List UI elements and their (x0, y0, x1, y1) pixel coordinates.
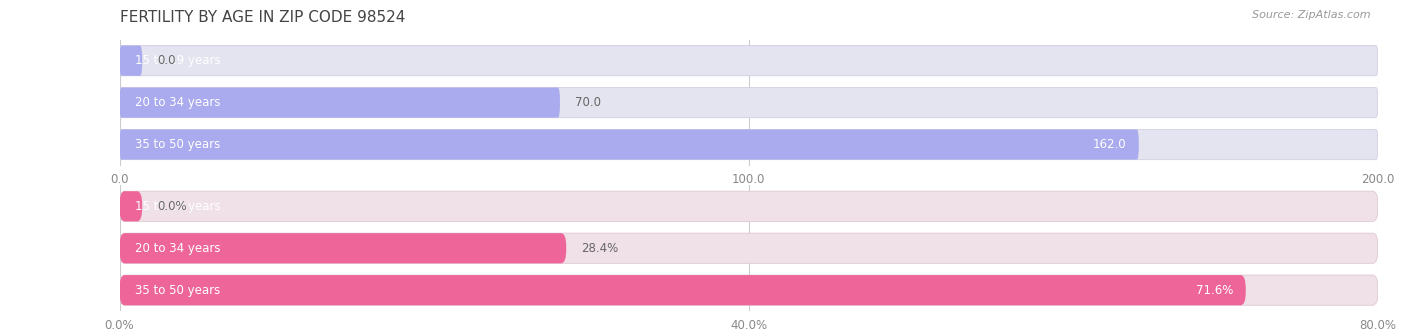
FancyBboxPatch shape (120, 275, 1246, 305)
FancyBboxPatch shape (120, 191, 142, 221)
Text: 0.0: 0.0 (157, 54, 176, 67)
FancyBboxPatch shape (120, 233, 567, 263)
Text: 20 to 34 years: 20 to 34 years (135, 96, 221, 109)
Text: 20 to 34 years: 20 to 34 years (135, 242, 221, 255)
FancyBboxPatch shape (120, 129, 1139, 160)
Text: 35 to 50 years: 35 to 50 years (135, 138, 219, 151)
Text: 28.4%: 28.4% (581, 242, 619, 255)
FancyBboxPatch shape (120, 233, 1378, 263)
FancyBboxPatch shape (120, 275, 1378, 305)
Text: 15 to 19 years: 15 to 19 years (135, 54, 221, 67)
Text: 70.0: 70.0 (575, 96, 600, 109)
Text: 162.0: 162.0 (1092, 138, 1126, 151)
Text: 71.6%: 71.6% (1195, 284, 1233, 297)
Text: 35 to 50 years: 35 to 50 years (135, 284, 219, 297)
Text: 15 to 19 years: 15 to 19 years (135, 200, 221, 213)
FancyBboxPatch shape (120, 46, 1378, 76)
FancyBboxPatch shape (120, 46, 142, 76)
FancyBboxPatch shape (120, 191, 1378, 221)
FancyBboxPatch shape (120, 129, 1378, 160)
Text: FERTILITY BY AGE IN ZIP CODE 98524: FERTILITY BY AGE IN ZIP CODE 98524 (120, 10, 405, 25)
Text: Source: ZipAtlas.com: Source: ZipAtlas.com (1253, 10, 1371, 20)
FancyBboxPatch shape (120, 87, 1378, 118)
Text: 0.0%: 0.0% (157, 200, 187, 213)
FancyBboxPatch shape (120, 87, 560, 118)
